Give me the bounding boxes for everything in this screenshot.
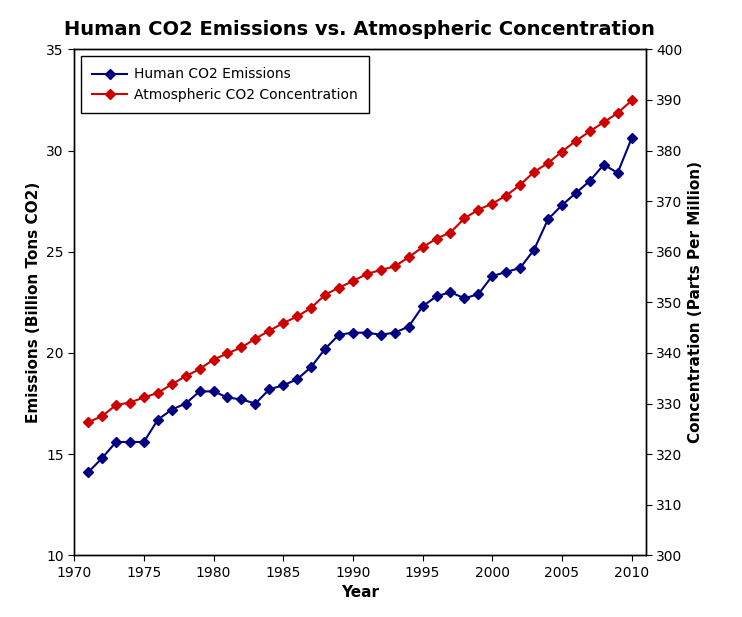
Human CO2 Emissions [335, 331, 344, 338]
Atmospheric CO2 Concentration [376, 267, 385, 274]
Atmospheric CO2 Concentration [335, 284, 344, 291]
Atmospheric CO2 Concentration [321, 291, 329, 299]
Atmospheric CO2 Concentration [209, 356, 218, 363]
Y-axis label: Concentration (Parts Per Million): Concentration (Parts Per Million) [688, 161, 703, 444]
Human CO2 Emissions [111, 438, 120, 445]
Atmospheric CO2 Concentration [181, 373, 190, 380]
Human CO2 Emissions [487, 272, 496, 280]
Atmospheric CO2 Concentration [195, 365, 204, 373]
Human CO2 Emissions [571, 189, 580, 197]
Human CO2 Emissions [613, 169, 622, 176]
Human CO2 Emissions [181, 400, 190, 407]
Atmospheric CO2 Concentration [265, 327, 274, 334]
Atmospheric CO2 Concentration [98, 412, 107, 420]
Atmospheric CO2 Concentration [223, 350, 232, 357]
Human CO2 Emissions [125, 438, 134, 445]
Atmospheric CO2 Concentration [460, 215, 469, 222]
Human CO2 Emissions [418, 303, 427, 310]
Human CO2 Emissions [167, 406, 176, 413]
Human CO2 Emissions [195, 387, 204, 395]
Atmospheric CO2 Concentration [279, 320, 288, 327]
Atmospheric CO2 Concentration [125, 399, 134, 406]
Human CO2 Emissions [432, 292, 441, 300]
Human CO2 Emissions [404, 323, 413, 330]
Human CO2 Emissions [84, 469, 93, 476]
Human CO2 Emissions [251, 400, 260, 407]
Atmospheric CO2 Concentration [516, 181, 525, 189]
Line: Atmospheric CO2 Concentration: Atmospheric CO2 Concentration [85, 97, 635, 426]
Human CO2 Emissions [376, 331, 385, 338]
Atmospheric CO2 Concentration [502, 192, 510, 199]
Line: Human CO2 Emissions: Human CO2 Emissions [85, 135, 635, 476]
Atmospheric CO2 Concentration [349, 278, 358, 285]
Human CO2 Emissions [209, 387, 218, 395]
Atmospheric CO2 Concentration [487, 200, 496, 207]
Atmospheric CO2 Concentration [585, 128, 594, 135]
Atmospheric CO2 Concentration [544, 159, 553, 167]
Title: Human CO2 Emissions vs. Atmospheric Concentration: Human CO2 Emissions vs. Atmospheric Conc… [65, 20, 655, 39]
Atmospheric CO2 Concentration [390, 263, 399, 270]
Atmospheric CO2 Concentration [600, 118, 608, 126]
Human CO2 Emissions [139, 438, 148, 445]
Human CO2 Emissions [600, 161, 608, 168]
Human CO2 Emissions [460, 294, 469, 302]
Atmospheric CO2 Concentration [306, 304, 315, 312]
Atmospheric CO2 Concentration [292, 313, 301, 320]
Y-axis label: Emissions (Billion Tons CO2): Emissions (Billion Tons CO2) [26, 181, 41, 423]
Atmospheric CO2 Concentration [404, 254, 413, 261]
Atmospheric CO2 Concentration [418, 244, 427, 251]
Atmospheric CO2 Concentration [237, 344, 246, 351]
Atmospheric CO2 Concentration [251, 335, 260, 342]
Atmospheric CO2 Concentration [557, 148, 566, 155]
Atmospheric CO2 Concentration [571, 137, 580, 144]
Human CO2 Emissions [390, 329, 399, 336]
Human CO2 Emissions [98, 455, 107, 462]
Human CO2 Emissions [557, 202, 566, 209]
Human CO2 Emissions [279, 381, 288, 389]
Legend: Human CO2 Emissions, Atmospheric CO2 Concentration: Human CO2 Emissions, Atmospheric CO2 Con… [81, 56, 369, 114]
Human CO2 Emissions [349, 329, 358, 336]
Human CO2 Emissions [544, 216, 553, 223]
Atmospheric CO2 Concentration [111, 401, 120, 408]
Human CO2 Emissions [154, 416, 162, 423]
Human CO2 Emissions [292, 376, 301, 383]
Atmospheric CO2 Concentration [613, 109, 622, 117]
Human CO2 Emissions [237, 395, 246, 403]
Human CO2 Emissions [474, 291, 483, 298]
Human CO2 Emissions [585, 177, 594, 184]
Human CO2 Emissions [516, 264, 525, 271]
Human CO2 Emissions [530, 246, 539, 254]
Atmospheric CO2 Concentration [167, 381, 176, 388]
Human CO2 Emissions [502, 268, 510, 276]
Atmospheric CO2 Concentration [446, 229, 455, 236]
Atmospheric CO2 Concentration [627, 97, 636, 104]
Atmospheric CO2 Concentration [474, 206, 483, 213]
Human CO2 Emissions [306, 363, 315, 371]
X-axis label: Year: Year [341, 586, 379, 600]
Atmospheric CO2 Concentration [154, 389, 162, 397]
Human CO2 Emissions [446, 289, 455, 296]
Atmospheric CO2 Concentration [530, 168, 539, 175]
Atmospheric CO2 Concentration [432, 235, 441, 242]
Human CO2 Emissions [265, 386, 274, 393]
Atmospheric CO2 Concentration [84, 418, 93, 426]
Atmospheric CO2 Concentration [362, 270, 371, 278]
Human CO2 Emissions [362, 329, 371, 336]
Atmospheric CO2 Concentration [139, 394, 148, 401]
Human CO2 Emissions [223, 394, 232, 401]
Human CO2 Emissions [627, 135, 636, 142]
Human CO2 Emissions [321, 345, 329, 352]
